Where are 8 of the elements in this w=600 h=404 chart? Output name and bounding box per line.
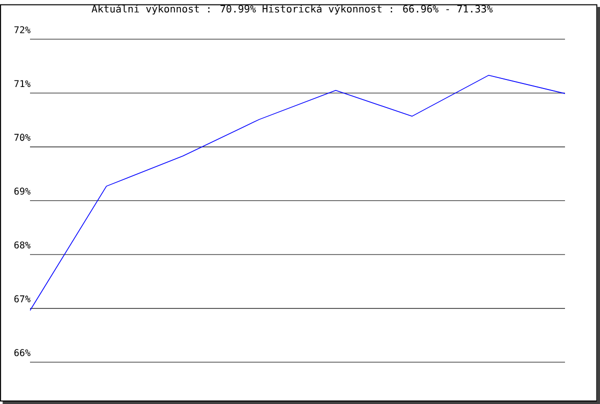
chart-title: Aktuální výkonnost : 70.99% Historická výkonnost : 66.96% - 71.33% [92,4,493,14]
y-tick-label: 70% [14,134,30,141]
y-tick-label: 67% [14,295,30,302]
y-tick-label: 69% [14,188,30,195]
y-tick-label: 66% [14,349,30,356]
y-tick-label: 71% [14,80,30,87]
y-tick-label: 68% [14,241,30,248]
y-tick-label: 72% [14,26,30,34]
